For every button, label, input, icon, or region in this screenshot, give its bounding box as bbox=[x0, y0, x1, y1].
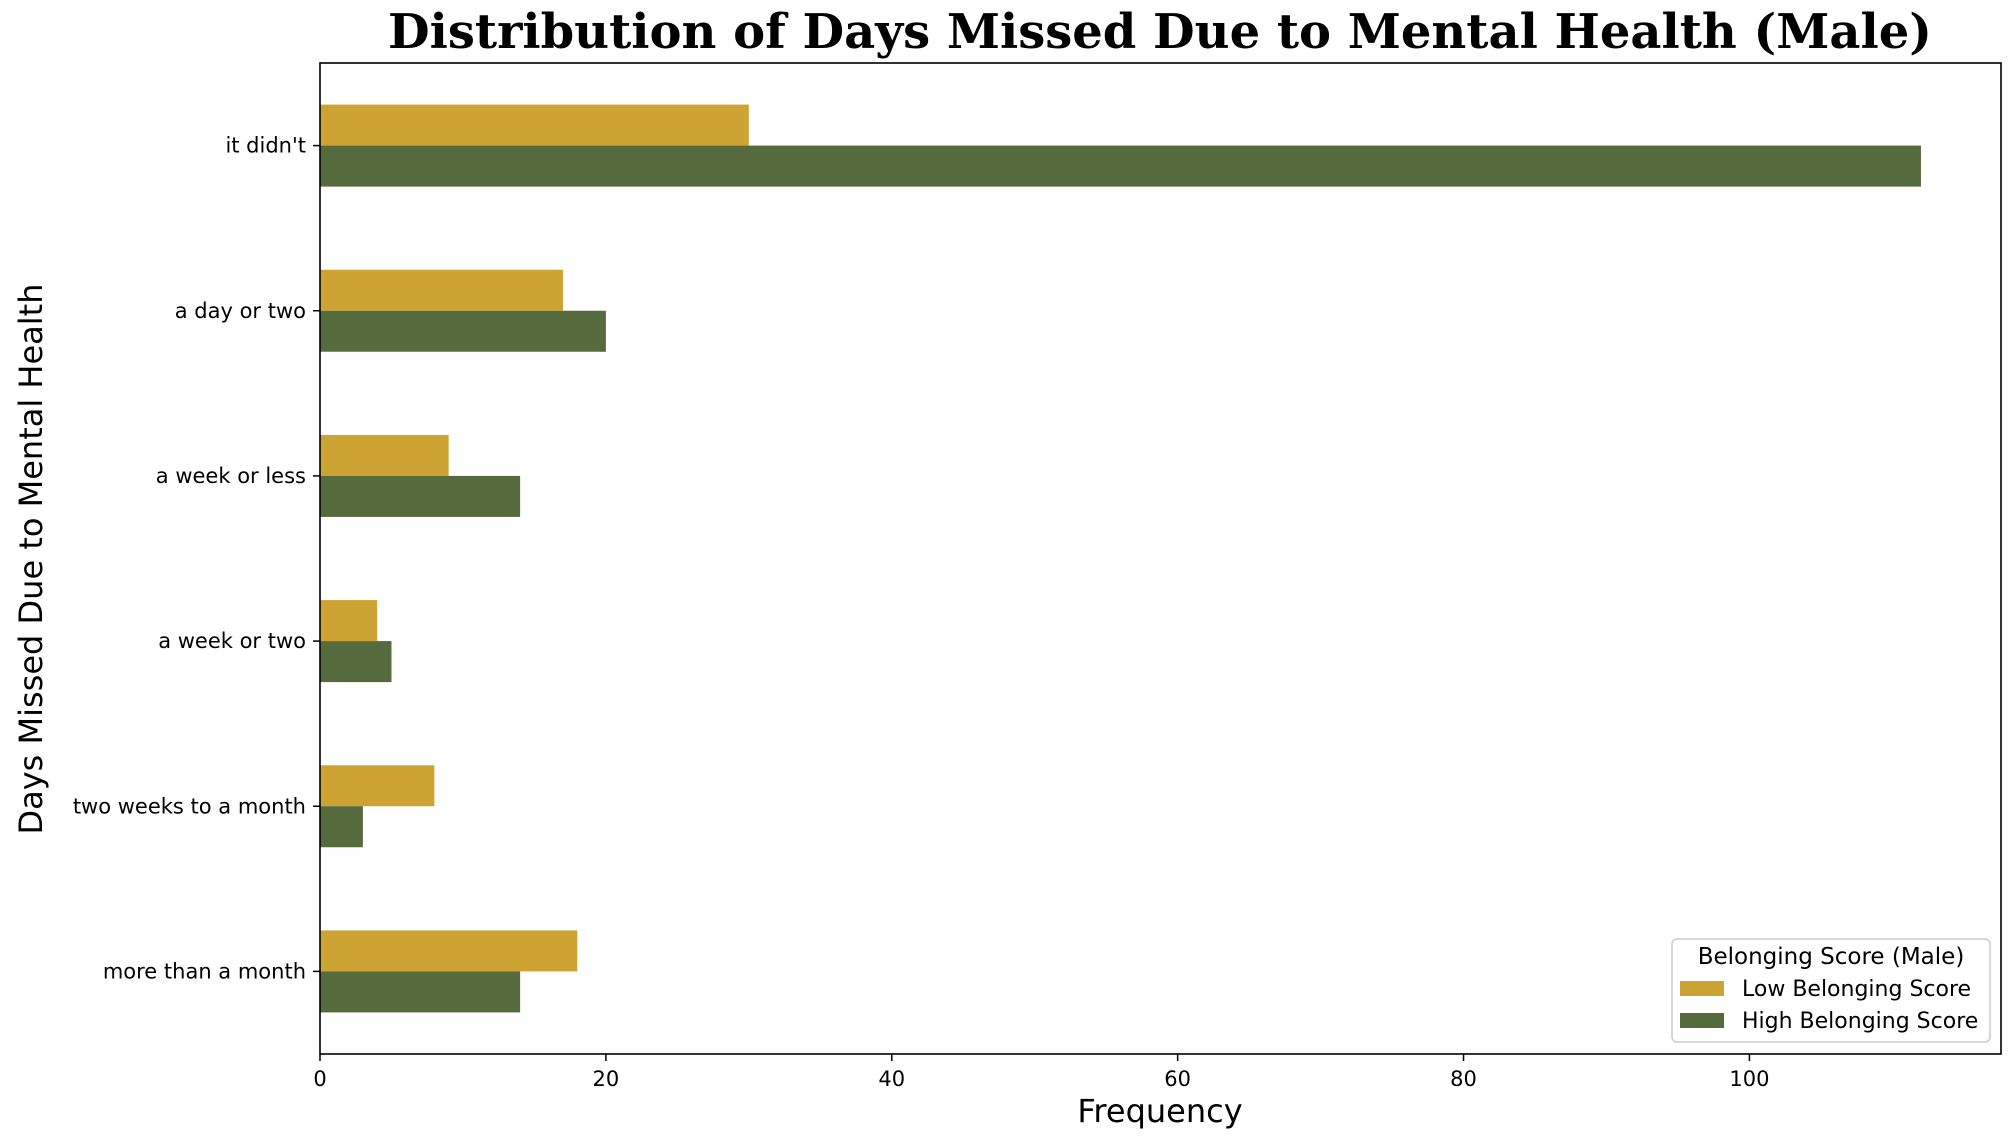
bar-high-0 bbox=[320, 145, 1921, 187]
x-tick-label: 20 bbox=[593, 1067, 620, 1091]
x-tick-label: 0 bbox=[313, 1067, 326, 1091]
bar-low-4 bbox=[320, 765, 435, 807]
legend: Belonging Score (Male) Low Belonging Sco… bbox=[1671, 938, 1991, 1043]
bar-low-0 bbox=[320, 104, 749, 146]
bar-high-3 bbox=[320, 641, 392, 683]
y-tick-label: a week or two bbox=[158, 629, 306, 653]
bar-low-3 bbox=[320, 600, 378, 642]
y-tick-label: more than a month bbox=[103, 959, 306, 983]
y-tick-label: it didn't bbox=[225, 134, 306, 158]
legend-frame bbox=[1671, 938, 1991, 1043]
bar-high-4 bbox=[320, 806, 363, 848]
plot-area-frame bbox=[319, 62, 2002, 1055]
x-tick-label: 40 bbox=[878, 1067, 905, 1091]
x-axis-label: Frequency bbox=[1077, 1092, 1242, 1130]
x-tick-label: 80 bbox=[1450, 1067, 1477, 1091]
legend-title: Belonging Score (Male) bbox=[1698, 944, 1965, 970]
bar-high-5 bbox=[320, 971, 521, 1013]
y-tick-label: a day or two bbox=[175, 299, 306, 323]
y-tick-labels: it didn't a day or two a week or less a wee… bbox=[73, 134, 320, 983]
y-tick-label: a week or less bbox=[156, 464, 306, 488]
bar-low-1 bbox=[320, 269, 564, 311]
x-tick-labels: 0 20 40 60 80 100 bbox=[313, 1054, 1769, 1091]
legend-swatch-low bbox=[1680, 981, 1724, 996]
bar-high-1 bbox=[320, 310, 606, 352]
bar-low-2 bbox=[320, 434, 449, 476]
legend-swatch-high bbox=[1680, 1013, 1724, 1028]
chart-title: Distribution of Days Missed Due to Menta… bbox=[388, 4, 1932, 60]
legend-label-low: Low Belonging Score bbox=[1742, 977, 1971, 1002]
x-tick-label: 60 bbox=[1164, 1067, 1191, 1091]
y-tick-label: two weeks to a month bbox=[73, 794, 306, 818]
bars-group bbox=[320, 104, 1921, 1013]
bar-low-5 bbox=[320, 930, 578, 972]
bar-high-2 bbox=[320, 475, 521, 517]
y-axis-label: Days Missed Due to Mental Health bbox=[12, 284, 50, 835]
legend-label-high: High Belonging Score bbox=[1742, 1009, 1978, 1034]
x-tick-label: 100 bbox=[1729, 1067, 1769, 1091]
